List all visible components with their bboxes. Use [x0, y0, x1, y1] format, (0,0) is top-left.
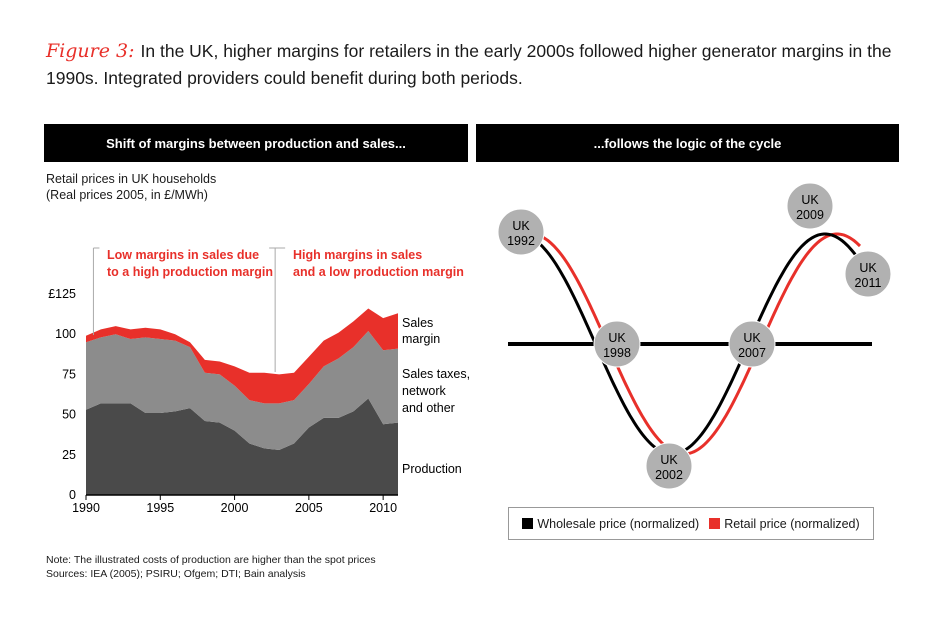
figure-label: Figure 3: — [46, 40, 135, 62]
figure-caption: In the UK, higher margins for retailers … — [46, 41, 892, 88]
annotation-high-margins: and a low production margin — [293, 265, 464, 279]
cycle-point-uk-1998 — [593, 320, 641, 368]
legend-swatch-retail — [709, 517, 721, 529]
area-production — [86, 398, 398, 495]
legend-swatch-wholesale — [522, 517, 534, 529]
footnote-note: Note: The illustrated costs of productio… — [46, 554, 376, 566]
cycle-point-year: 1998 — [603, 346, 631, 360]
cycle-point-uk-2009 — [786, 182, 834, 230]
cycle-point-uk-2011 — [844, 250, 892, 298]
cycle-point-year: 2011 — [855, 276, 882, 290]
annotation-low-margins: Low margins in sales due — [107, 248, 259, 262]
left-chart-subtitle: Retail prices in UK households (Real pri… — [46, 171, 216, 203]
legend-item-wholesale: Wholesale price (normalized) — [522, 517, 699, 531]
series-label-sales-margin: Sales — [402, 316, 433, 330]
subtitle-line-2: (Real prices 2005, in £/MWh) — [46, 188, 208, 202]
x-tick-label: 1990 — [72, 501, 100, 515]
annotation-low-margins: to a high production margin — [107, 265, 273, 279]
y-tick-label: 100 — [55, 327, 76, 341]
x-tick-label: 2000 — [221, 501, 249, 515]
legend-label-wholesale: Wholesale price (normalized) — [537, 516, 700, 531]
cycle-point-year: 1992 — [507, 234, 535, 248]
legend-label-retail: Retail price (normalized) — [724, 516, 860, 531]
y-tick-label: 25 — [62, 448, 76, 462]
cycle-point-year: 2007 — [738, 346, 766, 360]
area-sales-margin — [86, 308, 398, 404]
x-tick-label: 2005 — [295, 501, 323, 515]
annotation-high-margins: High margins in sales — [293, 248, 422, 262]
cycle-point-label: UK — [608, 331, 626, 345]
cycle-point-uk-1992 — [497, 208, 545, 256]
series-label-sales-taxes: and other — [402, 401, 455, 415]
cycle-point-year: 2009 — [796, 208, 824, 222]
footnote-sources: Sources: IEA (2005); PSIRU; Ofgem; DTI; … — [46, 568, 306, 580]
series-label-sales-taxes: Sales taxes, — [402, 367, 470, 381]
cycle-point-label: UK — [512, 219, 530, 233]
retail-price-line — [519, 232, 862, 456]
cycle-point-label: UK — [859, 261, 877, 275]
left-panel-header: Shift of margins between production and … — [44, 124, 468, 162]
y-tick-label: 50 — [62, 408, 76, 422]
figure-title: Figure 3: In the UK, higher margins for r… — [46, 38, 926, 92]
series-label-sales-taxes: network — [402, 384, 447, 398]
x-tick-label: 1995 — [146, 501, 174, 515]
series-label-production: Production — [402, 462, 462, 476]
cycle-point-uk-2007 — [728, 320, 776, 368]
y-tick-label: 75 — [62, 367, 76, 381]
footnote: Note: The illustrated costs of productio… — [46, 553, 376, 581]
x-tick-label: 2010 — [369, 501, 397, 515]
cycle-point-label: UK — [801, 193, 819, 207]
subtitle-line-1: Retail prices in UK households — [46, 172, 217, 186]
cycle-point-year: 2002 — [655, 468, 683, 482]
legend-item-retail: Retail price (normalized) — [709, 516, 860, 531]
cycle-point-label: UK — [660, 453, 678, 467]
y-tick-label: £125 — [48, 287, 76, 301]
wholesale-price-line — [519, 232, 862, 456]
right-panel-header: ...follows the logic of the cycle — [476, 124, 899, 162]
chart-legend: Wholesale price (normalized) Retail pric… — [508, 507, 874, 540]
area-sales-taxes-network-and-other — [86, 330, 398, 450]
cycle-point-uk-2002 — [645, 442, 693, 490]
series-label-sales-margin: margin — [402, 332, 440, 346]
y-tick-label: 0 — [69, 488, 76, 502]
cycle-point-label: UK — [743, 331, 761, 345]
